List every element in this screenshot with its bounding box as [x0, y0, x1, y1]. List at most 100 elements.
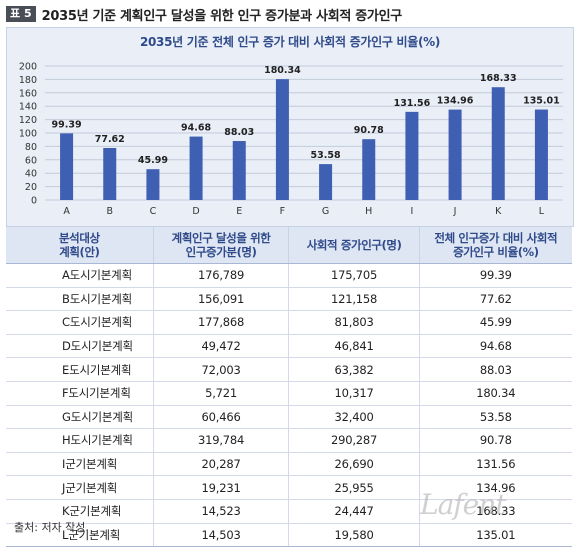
column-header-line: 인구증가분(명)	[185, 245, 257, 259]
data-label: 168.33	[480, 73, 517, 84]
value-cell: 177,868	[153, 310, 290, 335]
plan-name-cell: E도시기본계획	[6, 357, 154, 382]
value-cell: 53.58	[419, 405, 572, 430]
bar-chart: 2035년 기준 전체 인구 증가 대비 사회적 증가인구 비율(%) 0 20 4…	[6, 27, 574, 227]
chart-title: 2035년 기준 전체 인구 증가 대비 사회적 증가인구 비율(%)	[139, 35, 441, 49]
plan-name-cell: A도시기본계획	[6, 263, 154, 288]
value-cell: 63,382	[288, 357, 420, 382]
watermark-logo: Lafent	[420, 488, 507, 521]
bar	[275, 79, 289, 200]
value-cell: 88.03	[419, 357, 572, 382]
table-row: D도시기본계획 49,472 46,841 94.68	[6, 334, 572, 359]
column-header: 계획인구 달성을 위한 인구증가분(명)	[153, 227, 290, 264]
data-table: 분석대상 계획(안) 계획인구 달성을 위한 인구증가분(명) 사회적 증가인구(명) 전…	[6, 227, 572, 547]
table-row: G도시기본계획 60,466 32,400 53.58	[6, 405, 572, 430]
value-cell: 72,003	[153, 357, 290, 382]
column-header-line: 전체 인구증가 대비 사회적	[434, 231, 558, 245]
x-tick-label: A	[63, 206, 70, 217]
table-row: H도시기본계획 319,784 290,287 90.78	[6, 428, 572, 453]
value-cell: 5,721	[153, 381, 290, 406]
table-number-badge: 표 5	[6, 6, 36, 22]
bar	[189, 136, 203, 200]
value-cell: 168.33	[419, 499, 572, 524]
column-header-line: 증가인구 비율(%)	[453, 245, 539, 259]
x-tick-label: J	[453, 206, 457, 217]
x-tick-label: D	[192, 206, 199, 217]
data-label: 134.96	[437, 96, 474, 107]
bar	[491, 87, 505, 200]
bar	[405, 111, 419, 200]
table-row: C도시기본계획 177,868 81,803 45.99	[6, 310, 572, 335]
data-label: 180.34	[264, 65, 301, 76]
plan-name-cell: I군기본계획	[6, 452, 154, 477]
table-body: A도시기본계획 176,789 175,705 99.39 B도시기본계획 156,091…	[6, 263, 572, 547]
value-cell: 19,580	[288, 523, 420, 547]
x-tick-label: H	[365, 206, 372, 217]
bar	[232, 141, 246, 200]
value-cell: 121,158	[288, 287, 420, 312]
y-tick-label: 200	[19, 62, 37, 73]
column-header: 사회적 증가인구(명)	[288, 227, 420, 264]
y-tick-label: 20	[25, 182, 37, 193]
y-tick-label: 180	[19, 75, 37, 86]
y-tick-label: 160	[19, 88, 37, 99]
value-cell: 49,472	[153, 334, 290, 359]
value-cell: 135.01	[419, 523, 572, 547]
y-tick-label: 40	[25, 169, 37, 180]
y-tick-label: 100	[19, 129, 37, 140]
table-row: K군기본계획 14,523 24,447 168.33	[6, 499, 572, 524]
value-cell: 90.78	[419, 428, 572, 453]
x-tick-label: B	[106, 206, 113, 217]
bar	[60, 133, 74, 200]
y-tick-label: 60	[25, 155, 37, 166]
plan-name-cell: B도시기본계획	[6, 287, 154, 312]
bar	[362, 139, 376, 200]
value-cell: 176,789	[153, 263, 290, 288]
bar	[319, 164, 333, 200]
table-row: F도시기본계획 5,721 10,317 180.34	[6, 381, 572, 406]
value-cell: 26,690	[288, 452, 420, 477]
data-label: 135.01	[523, 96, 560, 107]
table-row: A도시기본계획 176,789 175,705 99.39	[6, 263, 572, 288]
value-cell: 24,447	[288, 499, 420, 524]
value-cell: 94.68	[419, 334, 572, 359]
data-label: 99.39	[52, 119, 82, 130]
value-cell: 45.99	[419, 310, 572, 335]
value-cell: 180.34	[419, 381, 572, 406]
value-cell: 20,287	[153, 452, 290, 477]
value-cell: 14,503	[153, 523, 290, 547]
chart-canvas: 0 20 40 60 80 100 120 140 160 180 200 99.39 A 77.62 B 4…	[19, 62, 563, 217]
table-row: E도시기본계획 72,003 63,382 88.03	[6, 357, 572, 382]
bar	[103, 147, 117, 200]
column-header: 분석대상 계획(안)	[6, 227, 154, 264]
value-cell: 60,466	[153, 405, 290, 430]
value-cell: 156,091	[153, 287, 290, 312]
table-title: 2035년 기준 계획인구 달성을 위한 인구 증가분과 사회적 증가인구	[41, 8, 403, 24]
value-cell: 14,523	[153, 499, 290, 524]
data-label: 88.03	[224, 127, 254, 138]
value-cell: 81,803	[288, 310, 420, 335]
plan-name-cell: D도시기본계획	[6, 334, 154, 359]
plan-name-cell: L군기본계획	[6, 523, 154, 547]
value-cell: 77.62	[419, 287, 572, 312]
bar	[448, 109, 462, 200]
table-row: I군기본계획 20,287 26,690 131.56	[6, 452, 572, 477]
data-label: 94.68	[181, 123, 211, 134]
table-row: L군기본계획 14,503 19,580 135.01	[6, 523, 572, 547]
x-tick-label: I	[411, 206, 414, 217]
bar	[146, 169, 160, 200]
column-header-line: 계획인구 달성을 위한	[171, 231, 271, 245]
value-cell: 134.96	[419, 475, 572, 500]
value-cell: 10,317	[288, 381, 420, 406]
plan-name-cell: G도시기본계획	[6, 405, 154, 430]
data-label: 77.62	[95, 134, 125, 145]
plan-name-cell: K군기본계획	[6, 499, 154, 524]
value-cell: 19,231	[153, 475, 290, 500]
x-tick-label: K	[495, 206, 502, 217]
y-tick-label: 140	[19, 102, 37, 113]
plan-name-cell: H도시기본계획	[6, 428, 154, 453]
column-header-line: 계획(안)	[59, 245, 100, 259]
plan-name-cell: J군기본계획	[6, 475, 154, 500]
data-label: 45.99	[138, 155, 168, 166]
bar	[534, 109, 548, 200]
